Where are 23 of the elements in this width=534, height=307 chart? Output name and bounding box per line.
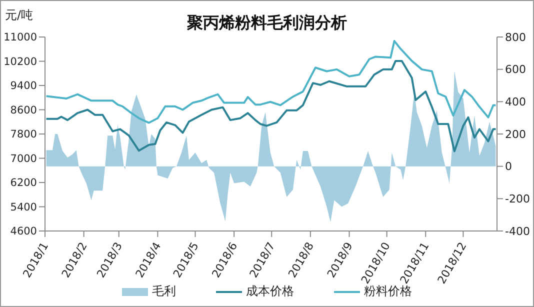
- y-tick-label: 5400: [10, 201, 37, 214]
- y-tick-label: 11000: [4, 32, 37, 44]
- y2-tick-label: 600: [505, 63, 526, 76]
- legend-label: 成本价格: [246, 283, 294, 300]
- line-series: [45, 60, 497, 152]
- legend-label: 毛利: [152, 283, 176, 300]
- y2-tick-label: 200: [505, 128, 526, 141]
- y-tick-label: 10200: [4, 56, 37, 68]
- y-tick-label: 7000: [10, 152, 37, 165]
- y2-tick-label: -400: [505, 224, 530, 238]
- y-tick-label: 6200: [10, 177, 37, 190]
- legend-label: 粉料价格: [364, 284, 412, 300]
- y-tick-label: 9400: [10, 80, 37, 92]
- line-series: [45, 40, 497, 124]
- y2-tick-label: 800: [505, 30, 526, 44]
- y-tick-label: 8600: [10, 104, 37, 116]
- y-axis-title: 元/吨: [5, 7, 34, 24]
- chart-title: 聚丙烯粉料毛利润分析: [187, 13, 347, 32]
- y2-tick-label: -200: [505, 192, 530, 206]
- y2-tick-label: 400: [505, 96, 526, 109]
- y2-tick-label: 0: [505, 160, 512, 174]
- y-tick-label: 7800: [10, 128, 37, 141]
- y-tick-label: 4600: [10, 226, 37, 238]
